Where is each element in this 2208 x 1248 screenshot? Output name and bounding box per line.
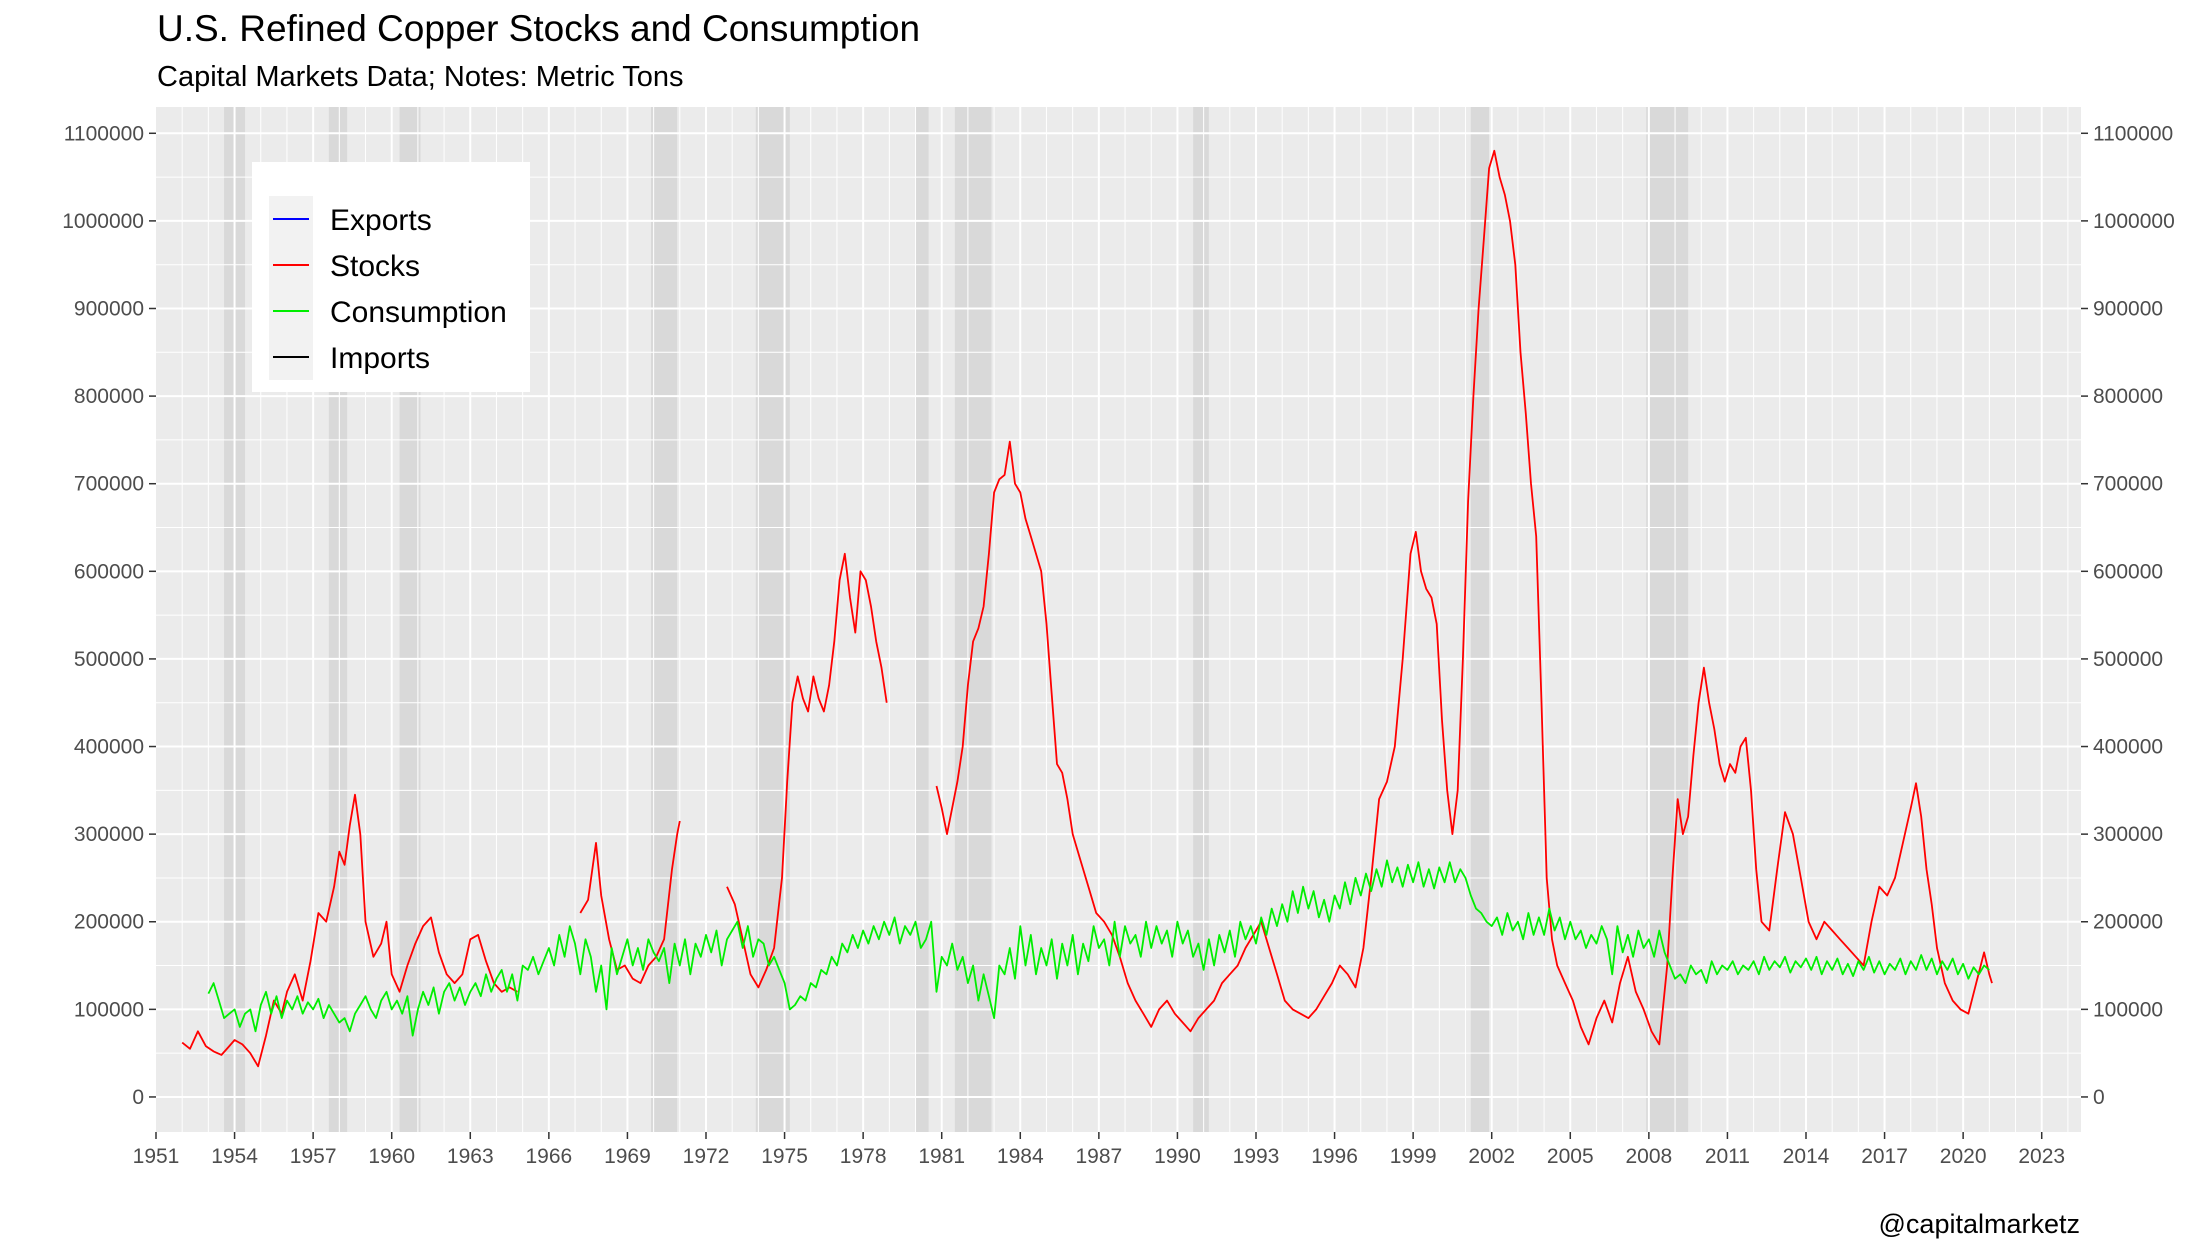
y-tick-label-left: 600000 [74,560,144,583]
y-tick-label-right: 900000 [2093,297,2163,320]
x-tick-label: 2014 [1783,1145,1830,1168]
x-tick-label: 1963 [447,1145,494,1168]
x-tick-label: 2008 [1625,1145,1672,1168]
series-lines [181,149,1993,1068]
x-tick-label: 2002 [1468,1145,1515,1168]
y-tick-label-left: 300000 [74,823,144,846]
x-axis: 1951 1954 1957 1960 1963 1966 1969 1972 1975 1978… [133,1132,2065,1168]
x-tick-label: 1954 [211,1145,258,1168]
y-tick-label-left: 500000 [74,648,144,671]
recession-band [915,107,929,1132]
y-tick-label-left: 1100000 [64,122,144,145]
credit-label: @capitalmarketz [1878,1209,2080,1239]
series-line-stocks [726,552,888,989]
y-tick-label-right: 100000 [2093,998,2163,1021]
x-tick-label: 1972 [683,1145,730,1168]
y-tick-label-right: 1100000 [2093,122,2173,145]
y-axis-right: 0 100000 200000 300000 400000 500000 600000 700… [2081,122,2175,1109]
y-tick-label-left: 200000 [74,911,144,934]
x-tick-label: 1969 [604,1145,651,1168]
legend: Exports Stocks Consumption Imports [252,162,530,392]
series-line-stocks [181,793,518,1068]
y-tick-label-left: 400000 [74,736,144,759]
x-tick-label: 1999 [1390,1145,1437,1168]
x-tick-label: 1984 [997,1145,1044,1168]
y-tick-label-left: 700000 [74,473,144,496]
legend-label-exports: Exports [330,204,432,237]
legend-label-stocks: Stocks [330,250,420,283]
x-tick-label: 1987 [1075,1145,1122,1168]
y-tick-label-right: 0 [2093,1086,2105,1109]
y-tick-label-left: 0 [132,1086,144,1109]
series-line-stocks [579,820,681,984]
recession-band [651,107,678,1132]
x-tick-label: 2023 [2018,1145,2065,1168]
y-tick-label-right: 600000 [2093,560,2163,583]
y-tick-label-right: 800000 [2093,385,2163,408]
x-tick-label: 1975 [761,1145,808,1168]
x-tick-label: 1960 [368,1145,415,1168]
x-tick-label: 2020 [1940,1145,1987,1168]
x-tick-label: 1966 [525,1145,572,1168]
chart-title: U.S. Refined Copper Stocks and Consumpti… [157,8,921,49]
y-tick-label-right: 200000 [2093,911,2163,934]
x-tick-label: 1951 [133,1145,180,1168]
chart-subtitle: Capital Markets Data; Notes: Metric Tons [157,61,684,93]
series-line-consumption [207,859,1990,1037]
x-tick-label: 1990 [1154,1145,1201,1168]
y-tick-label-right: 500000 [2093,648,2163,671]
series-line-stocks [935,149,1993,1046]
y-tick-label-left: 900000 [74,297,144,320]
recession-band [954,107,992,1132]
y-tick-label-right: 400000 [2093,736,2163,759]
x-tick-label: 1996 [1311,1145,1358,1168]
x-tick-label: 1993 [1233,1145,1280,1168]
recession-band [1470,107,1490,1132]
x-tick-label: 1978 [840,1145,887,1168]
legend-label-imports: Imports [330,342,430,375]
x-tick-label: 2017 [1861,1145,1908,1168]
recession-band [1193,107,1209,1132]
x-tick-label: 2011 [1705,1145,1750,1168]
y-tick-label-left: 800000 [74,385,144,408]
y-tick-label-left: 1000000 [62,210,144,233]
legend-label-consumption: Consumption [330,296,507,329]
x-tick-label: 2005 [1547,1145,1594,1168]
y-tick-label-right: 700000 [2093,473,2163,496]
x-tick-label: 1981 [918,1145,965,1168]
y-tick-label-left: 100000 [74,998,144,1021]
x-tick-label: 1957 [290,1145,337,1168]
y-axis-left: 0 100000 200000 300000 400000 500000 600000 700… [62,122,156,1109]
y-tick-label-right: 1000000 [2093,210,2175,233]
y-tick-label-right: 300000 [2093,823,2163,846]
